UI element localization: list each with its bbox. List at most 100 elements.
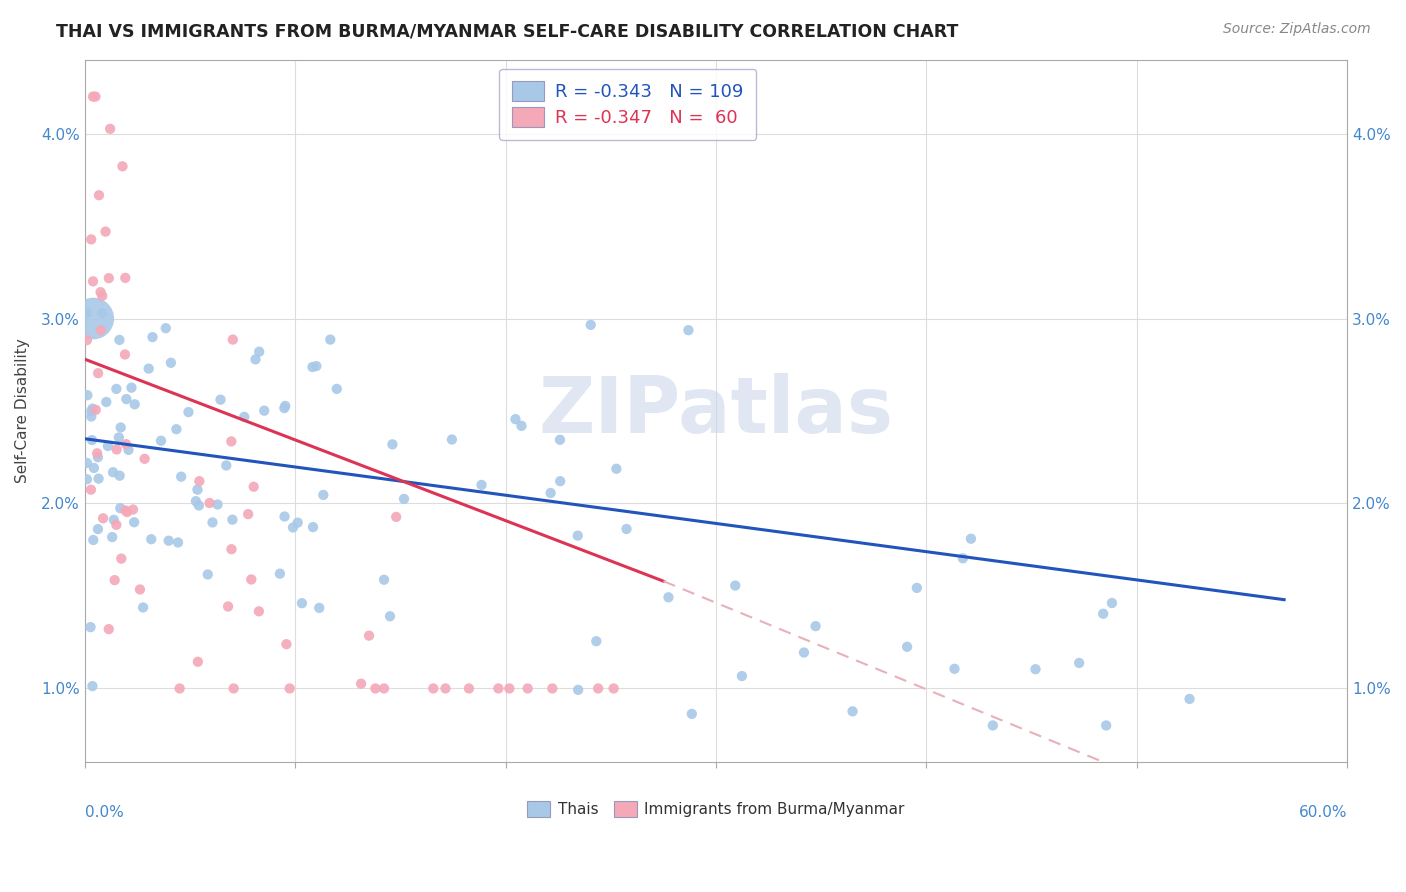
Point [90,285,112,300]
Point [302,520,325,534]
Point [101,530,124,544]
Point [505,412,527,426]
Point [115,505,138,519]
Point [585,634,607,648]
Point [516,681,538,696]
Point [221,542,243,557]
Point [186,483,208,497]
Point [82,401,104,416]
Point [242,480,264,494]
Point [510,418,533,433]
Point [87,188,110,202]
Point [108,430,131,444]
Text: 60.0%: 60.0% [1299,805,1347,820]
Point [312,488,335,502]
Text: 0.0%: 0.0% [84,805,124,820]
Point [215,458,238,473]
Point [238,507,260,521]
Point [117,442,139,457]
Text: Source: ZipAtlas.com: Source: ZipAtlas.com [1223,22,1371,37]
Point [96,395,118,409]
Point [458,681,481,696]
Point [804,619,827,633]
Point [291,596,314,610]
Point [273,509,295,524]
Point [247,604,270,618]
Point [91,306,114,320]
Point [80,232,103,246]
Point [114,503,136,517]
Point [1095,718,1118,732]
Point [350,676,373,690]
Point [76,472,98,486]
Point [681,706,703,721]
Point [222,333,245,347]
Point [308,600,330,615]
Point [115,437,138,451]
Point [326,382,349,396]
Point [84,89,107,103]
Point [731,669,754,683]
Point [357,629,380,643]
Point [122,502,145,516]
Point [602,681,624,696]
Point [198,496,221,510]
Point [373,573,395,587]
Point [80,404,103,418]
Point [138,361,160,376]
Point [960,532,983,546]
Point [157,533,180,548]
Point [217,599,239,614]
Point [91,289,114,303]
Point [167,535,190,549]
Point [98,121,121,136]
Y-axis label: Self-Care Disability: Self-Care Disability [15,339,30,483]
Point [222,681,245,696]
Point [548,474,571,488]
Text: ZIPatlas: ZIPatlas [538,373,894,449]
Point [86,446,108,460]
Point [281,520,304,534]
Point [1178,692,1201,706]
Point [169,681,191,696]
Point [83,461,105,475]
Point [373,681,395,696]
Point [392,491,415,506]
Point [165,422,187,436]
Point [84,403,107,417]
Point [104,573,127,587]
Point [567,529,589,543]
Point [1024,662,1046,676]
Point [276,637,298,651]
Point [233,409,256,424]
Point [470,478,492,492]
Point [80,409,103,424]
Point [160,356,183,370]
Point [605,462,627,476]
Point [422,681,444,696]
Point [567,682,589,697]
Legend: Thais, Immigrants from Burma/Myanmar: Thais, Immigrants from Burma/Myanmar [520,794,912,825]
Point [76,388,98,402]
Point [269,566,291,581]
Point [287,516,309,530]
Point [579,318,602,332]
Point [1069,656,1091,670]
Point [301,359,323,374]
Point [541,681,564,696]
Point [221,513,243,527]
Point [76,456,98,470]
Point [440,433,463,447]
Point [122,515,145,529]
Point [87,366,110,380]
Point [114,271,136,285]
Point [94,225,117,239]
Point [129,582,152,597]
Point [97,271,120,285]
Point [1101,596,1123,610]
Point [105,382,128,396]
Point [101,465,124,479]
Point [896,640,918,654]
Point [364,681,387,696]
Point [187,499,209,513]
